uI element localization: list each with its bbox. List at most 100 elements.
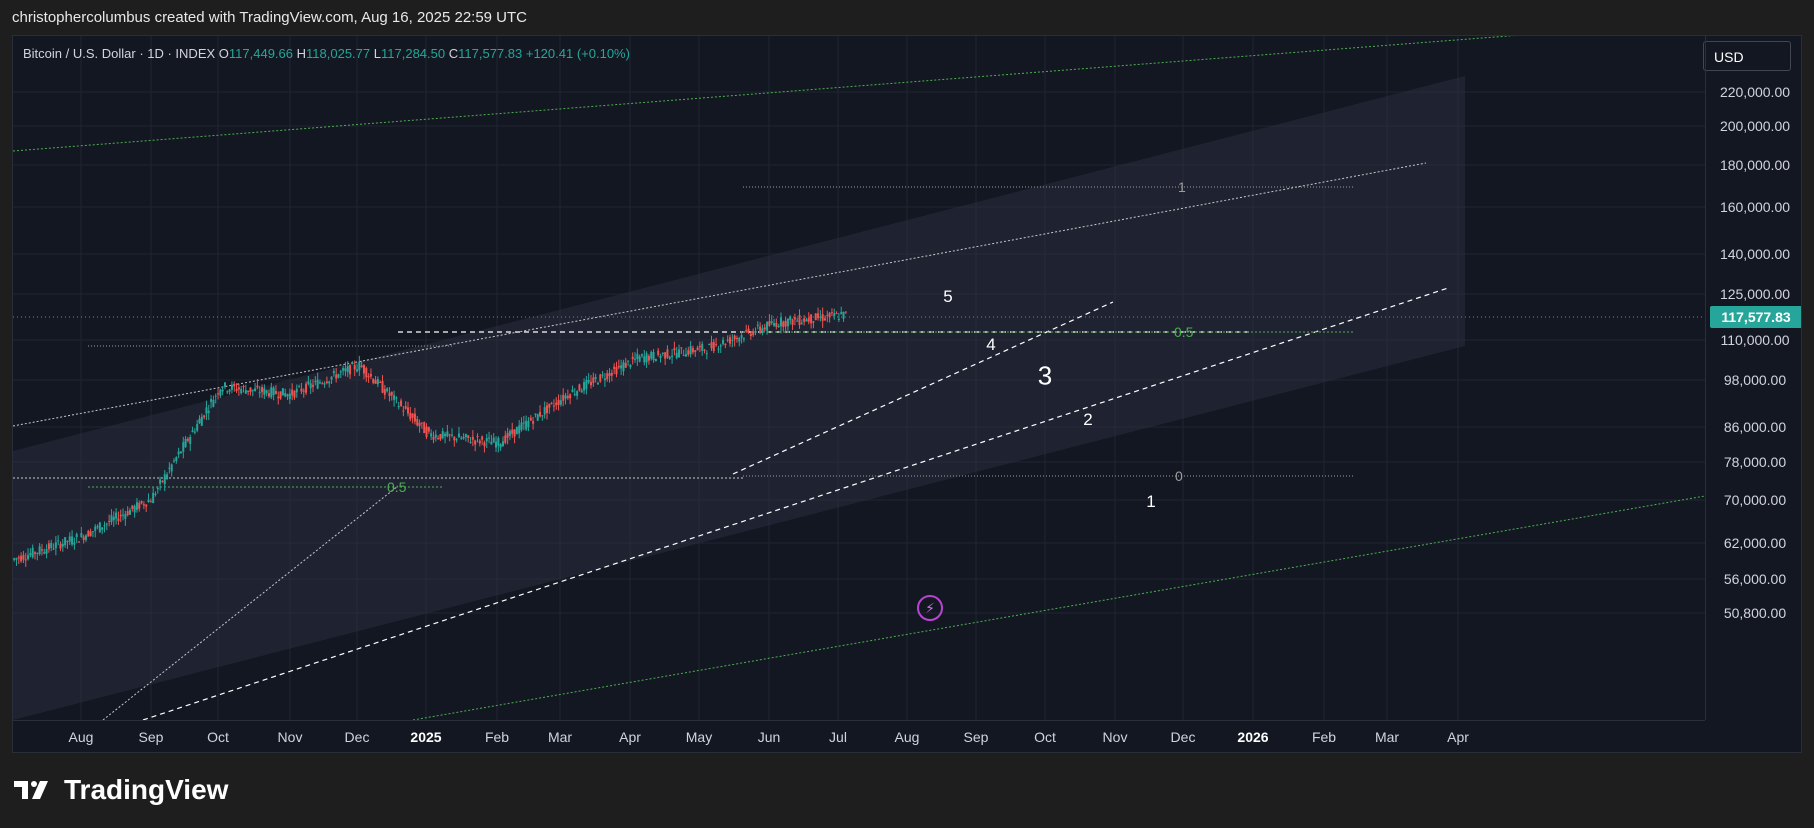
candle-body — [413, 413, 416, 422]
candle-body — [650, 351, 653, 359]
candle-body — [54, 542, 57, 549]
candle-body — [828, 312, 831, 318]
candle-body — [807, 317, 810, 322]
candle-body — [170, 464, 173, 472]
candle-body — [66, 541, 69, 543]
candle-body — [286, 394, 289, 397]
candle-body — [140, 501, 143, 504]
candle-body — [420, 422, 423, 424]
candle-body — [52, 548, 55, 550]
candle-body — [78, 541, 81, 543]
candle-body — [622, 362, 625, 372]
candle-body — [740, 335, 743, 338]
candle-body — [423, 422, 426, 434]
candle-body — [356, 369, 359, 372]
candle-body — [761, 328, 764, 333]
candle-body — [518, 425, 521, 434]
time-axis[interactable]: Aug Sep Oct Nov Dec 2025 Feb Mar Apr May Jun Jul Aug… — [13, 720, 1705, 752]
candle-body — [680, 347, 683, 349]
wave-label-3: 3 — [1037, 360, 1053, 391]
candle-body — [15, 558, 18, 560]
candle-body — [610, 372, 613, 376]
candle-body — [555, 402, 558, 406]
candle-body — [349, 364, 352, 375]
candle-body — [576, 391, 579, 396]
candle-body — [406, 407, 409, 414]
candle-body — [457, 433, 460, 438]
candle-body — [550, 402, 553, 404]
candle-body — [513, 429, 516, 437]
candle-body — [393, 395, 396, 400]
candle-body — [409, 412, 412, 420]
candle-body — [749, 333, 752, 337]
candle-body — [131, 505, 134, 509]
candle-body — [784, 320, 787, 327]
candle-body — [386, 388, 389, 392]
last-price-tag: 117,577.83 — [1710, 306, 1801, 328]
candle-body — [629, 364, 632, 368]
currency-button[interactable]: USD — [1703, 41, 1791, 71]
candle-body — [798, 314, 801, 325]
price-tick: 62,000.00 — [1723, 535, 1787, 551]
candle-body — [504, 435, 507, 443]
candle-body — [335, 374, 338, 379]
candle-body — [312, 384, 315, 387]
chart-pane[interactable]: Bitcoin / U.S. Dollar · 1D · INDEX O117,… — [12, 35, 1802, 753]
candle-body — [34, 552, 37, 554]
candle-body — [615, 367, 618, 375]
candle-body — [365, 368, 368, 378]
candle-body — [112, 516, 115, 521]
candle-body — [775, 322, 778, 327]
candle-body — [29, 553, 32, 556]
candle-body — [779, 317, 782, 327]
candle-body — [770, 321, 773, 324]
candle-body — [747, 328, 750, 332]
candle-body — [620, 365, 623, 369]
candle-body — [369, 373, 372, 377]
time-tick: Jul — [829, 729, 847, 745]
candle-body — [119, 514, 122, 517]
candle-body — [624, 362, 627, 368]
candle-body — [752, 331, 755, 336]
candle-body — [495, 441, 498, 448]
candle-body — [147, 499, 150, 503]
price-tick: 160,000.00 — [1719, 199, 1791, 215]
candle-body — [791, 319, 794, 325]
candle-body — [687, 350, 690, 355]
candle-body — [833, 313, 836, 316]
early-trendline — [102, 485, 399, 720]
candle-body — [411, 413, 414, 418]
symbol-legend[interactable]: Bitcoin / U.S. Dollar · 1D · INDEX O117,… — [23, 46, 630, 61]
candle-body — [617, 365, 620, 368]
candle-body — [184, 439, 187, 448]
tradingview-logo[interactable]: TradingView — [14, 774, 228, 806]
candle-body — [152, 492, 155, 504]
candle-body — [729, 337, 732, 344]
candle-body — [712, 341, 715, 351]
candle-body — [430, 433, 433, 437]
candle-body — [585, 380, 588, 390]
price-axis[interactable]: 220,000.00 200,000.00 180,000.00 160,000.00… — [1705, 36, 1801, 720]
chart-canvas[interactable] — [13, 36, 1705, 720]
candle-body — [826, 314, 829, 317]
lightning-icon[interactable]: ⚡ — [917, 595, 943, 621]
candle-body — [571, 389, 574, 393]
candle-body — [17, 557, 20, 559]
candle-body — [543, 407, 546, 415]
symbol-title: Bitcoin / U.S. Dollar · 1D · INDEX — [23, 46, 216, 61]
candle-body — [314, 380, 317, 382]
candle-body — [339, 371, 342, 373]
candle-body — [362, 365, 365, 374]
price-tick: 86,000.00 — [1723, 419, 1787, 435]
candle-body — [84, 535, 87, 540]
high-label: H — [296, 46, 307, 61]
candle-body — [217, 393, 220, 395]
candle-body — [638, 356, 641, 362]
candle-body — [613, 366, 616, 370]
candle-body — [166, 474, 169, 479]
candle-body — [82, 536, 85, 541]
candle-body — [678, 349, 681, 358]
candle-body — [474, 440, 477, 445]
candle-body — [402, 410, 405, 412]
candle-body — [819, 316, 822, 318]
